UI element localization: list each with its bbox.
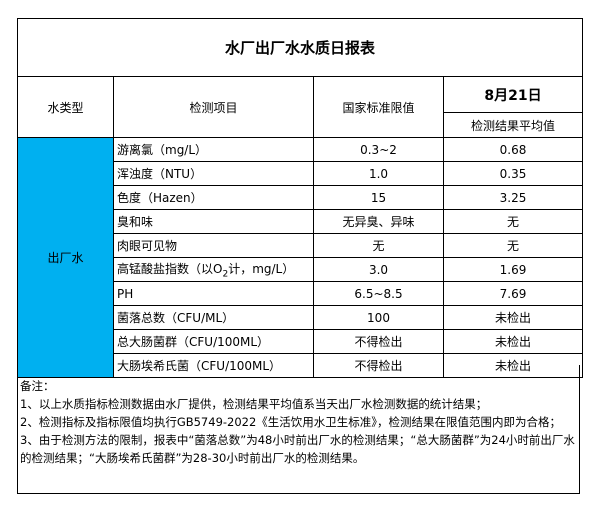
result-cell: 7.69 [442,281,584,306]
item-cell: PH [113,281,314,306]
note-line: 2、检测指标及指标限值均执行GB5749-2022《生活饮用水卫生标准》，检测结… [20,415,562,429]
standard-cell: 无异臭、异味 [313,209,444,234]
table-row: 菌落总数（CFU/ML） 100 未检出 [18,305,584,330]
water-type-cell: 出厂水 [17,137,114,378]
standard-cell: 不得检出 [313,353,444,378]
table-row: 大肠埃希氏菌（CFU/100ML） 不得检出 未检出 [18,353,584,378]
table-row: 浑浊度（NTU） 1.0 0.35 [18,161,584,186]
note-line: 3、由于检测方法的限制，报表中“菌落总数”为48小时前出厂水的检测结果；“总大肠… [20,433,575,465]
table-row: 出厂水 游离氯（mg/L） 0.3~2 0.68 [17,137,584,378]
table-row: 臭和味 无异臭、异味无 [18,209,584,234]
header-result: 检测结果平均值 [442,112,584,138]
header-water-type: 水类型 [17,76,114,138]
standard-cell: 0.3~2 [313,137,444,162]
item-suffix: 计，mg/L） [228,261,295,276]
note-line: 1、以上水质指标检测数据由水厂提供，检测结果平均值系当天出厂水检测数据的统计结果… [20,397,488,411]
result-cell: 未检出 [442,329,584,354]
item-cell: 菌落总数（CFU/ML） [113,305,314,330]
item-cell: 总大肠菌群（CFU/100ML） [113,329,314,354]
result-cell: 0.68 [442,137,584,162]
item-subscript: 2 [222,269,229,280]
standard-cell: 1.0 [313,161,444,186]
standard-cell: 无 [313,233,444,258]
item-cell: 臭和味 [113,209,314,234]
standard-cell: 6.5~8.5 [313,281,444,306]
notes-heading: 备注： [20,379,55,393]
header-standard: 国家标准限值 [313,76,444,138]
standard-cell: 不得检出 [313,329,444,354]
table-row: PH 6.5~8.5 7.69 [18,281,584,306]
notes: 备注： 1、以上水质指标检测数据由水厂提供，检测结果平均值系当天出厂水检测数据的… [17,365,580,494]
item-cell: 浑浊度（NTU） [113,161,314,186]
item-cell: 色度（Hazen） [113,185,314,210]
item-cell: 大肠埃希氏菌（CFU/100ML） [113,353,314,378]
header-date: 8月21日 [442,76,584,113]
item-cell: 肉眼可见物 [113,233,314,258]
result-cell: 无 [442,233,584,258]
standard-cell: 15 [313,185,444,210]
item-cell: 高锰酸盐指数（以O2计，mg/L） [113,257,314,282]
result-cell: 1.69 [442,257,584,282]
result-cell: 3.25 [442,185,584,210]
result-cell: 未检出 [442,353,584,378]
table-row: 高锰酸盐指数（以O2计，mg/L） 3.0 1.69 [18,257,584,282]
header-item: 检测项目 [113,76,314,138]
result-cell: 0.35 [442,161,584,186]
water-quality-table: 水厂出厂水水质日报表 水类型 检测项目 国家标准限值 8月21日 检测结果平均值… [16,18,584,378]
result-cell: 无 [442,209,584,234]
item-prefix: 高锰酸盐指数（以O [117,261,223,276]
standard-cell: 3.0 [313,257,444,282]
table-row: 色度（Hazen） 15 3.25 [18,185,584,210]
result-cell: 未检出 [442,305,584,330]
standard-cell: 100 [313,305,444,330]
report-title: 水厂出厂水水质日报表 [16,18,584,77]
item-cell: 游离氯（mg/L） [113,137,314,162]
table-row: 肉眼可见物无无 [18,233,584,258]
